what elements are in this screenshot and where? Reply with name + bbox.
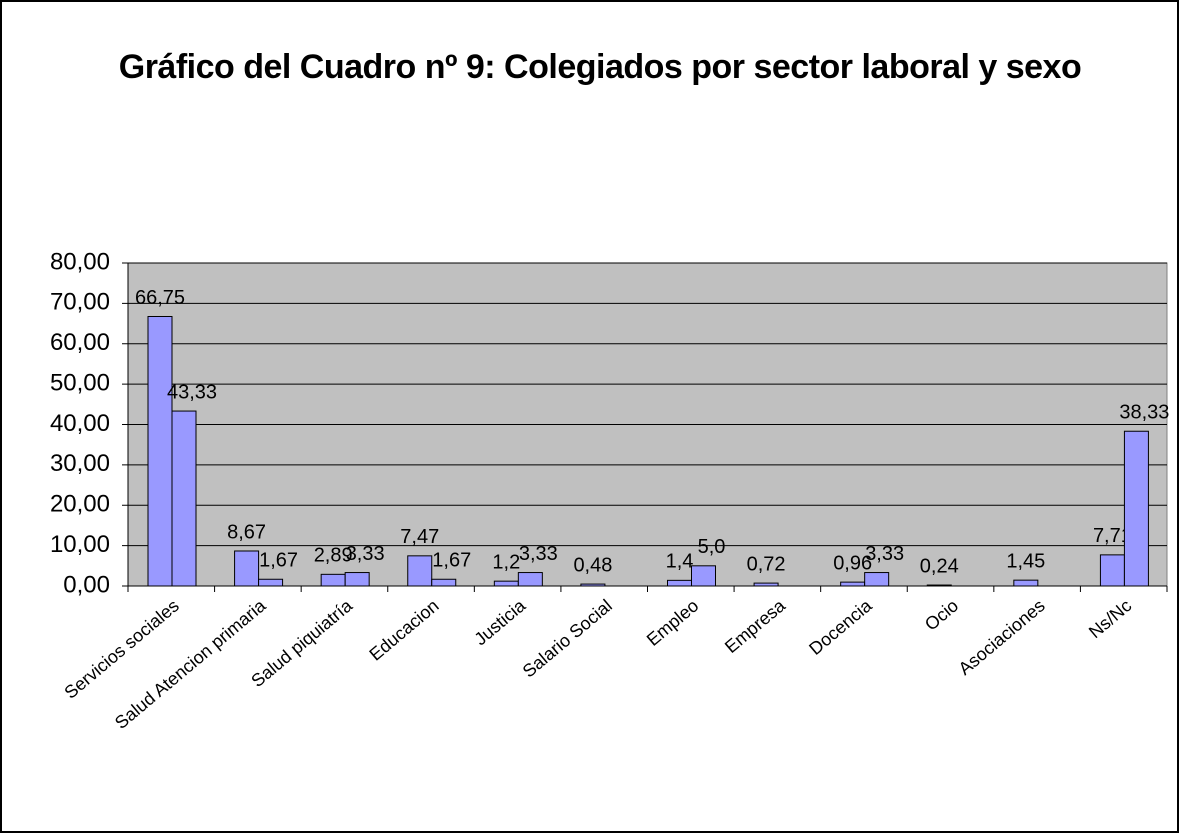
bar xyxy=(691,565,716,587)
data-label: 3,33 xyxy=(865,543,904,565)
chart-title: Gráfico del Cuadro nº 9: Colegiados por … xyxy=(118,48,1082,86)
bar xyxy=(517,572,543,587)
data-label: 8,67 xyxy=(227,521,266,543)
data-label: 0,48 xyxy=(573,554,612,576)
data-label: 0,72 xyxy=(747,553,786,575)
bar xyxy=(431,578,457,587)
data-label: 1,67 xyxy=(259,550,298,572)
y-tick-label: 60,00 xyxy=(50,329,110,356)
data-label: 7,71 xyxy=(1093,525,1132,547)
data-label: 3,33 xyxy=(346,543,385,565)
bar xyxy=(864,572,890,587)
data-label: 43,33 xyxy=(167,381,217,403)
bar xyxy=(926,584,952,587)
bar xyxy=(1013,579,1039,587)
data-label: 1,45 xyxy=(1006,550,1045,572)
data-label: 1,2 xyxy=(492,551,520,573)
data-label: 3,33 xyxy=(519,543,558,565)
bar xyxy=(258,578,284,587)
data-label: 0,96 xyxy=(833,552,872,574)
y-tick-label: 70,00 xyxy=(50,289,110,316)
bar xyxy=(344,572,370,587)
y-tick-label: 50,00 xyxy=(50,369,110,396)
bar xyxy=(580,583,606,587)
bar xyxy=(753,582,779,587)
bar xyxy=(320,573,346,587)
data-label: 0,24 xyxy=(920,555,959,577)
bar xyxy=(234,550,260,587)
bar xyxy=(667,579,692,587)
bar xyxy=(1123,430,1149,587)
y-tick-label: 0,00 xyxy=(63,571,110,598)
y-tick-label: 40,00 xyxy=(50,410,110,437)
bar xyxy=(1099,554,1125,587)
data-label: 1,67 xyxy=(432,550,471,572)
y-tick-label: 10,00 xyxy=(50,531,110,558)
bar xyxy=(840,581,866,587)
y-tick-label: 30,00 xyxy=(50,450,110,477)
bar xyxy=(171,410,197,587)
data-label: 5,0 xyxy=(698,536,726,558)
y-tick-label: 80,00 xyxy=(50,248,110,275)
data-label: 1,4 xyxy=(666,551,694,573)
bar xyxy=(147,315,173,587)
data-label: 7,47 xyxy=(400,526,439,548)
data-label: 38,33 xyxy=(1119,402,1169,424)
data-label: 2,89 xyxy=(314,545,353,567)
bar xyxy=(407,555,433,587)
y-tick-label: 20,00 xyxy=(50,491,110,518)
bar xyxy=(493,580,519,587)
data-label: 66,75 xyxy=(135,287,185,309)
